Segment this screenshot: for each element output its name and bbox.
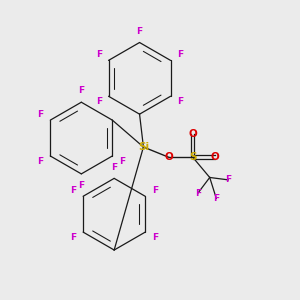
Text: F: F <box>136 27 142 36</box>
Text: F: F <box>96 50 102 59</box>
Text: F: F <box>38 110 44 119</box>
Text: F: F <box>70 186 76 195</box>
Text: F: F <box>152 186 158 195</box>
Text: F: F <box>177 98 184 106</box>
Text: F: F <box>70 233 76 242</box>
Text: O: O <box>164 152 173 162</box>
Text: F: F <box>78 181 84 190</box>
Text: F: F <box>78 86 84 95</box>
Text: O: O <box>211 152 220 162</box>
Text: Si: Si <box>138 142 149 152</box>
Text: F: F <box>195 189 201 198</box>
Text: F: F <box>213 194 219 203</box>
Text: F: F <box>119 157 125 166</box>
Text: F: F <box>152 233 158 242</box>
Text: F: F <box>38 157 44 166</box>
Text: F: F <box>111 163 117 172</box>
Text: S: S <box>189 152 196 162</box>
Text: F: F <box>225 176 231 184</box>
Text: F: F <box>96 98 102 106</box>
Text: F: F <box>177 50 184 59</box>
Text: O: O <box>188 129 197 139</box>
